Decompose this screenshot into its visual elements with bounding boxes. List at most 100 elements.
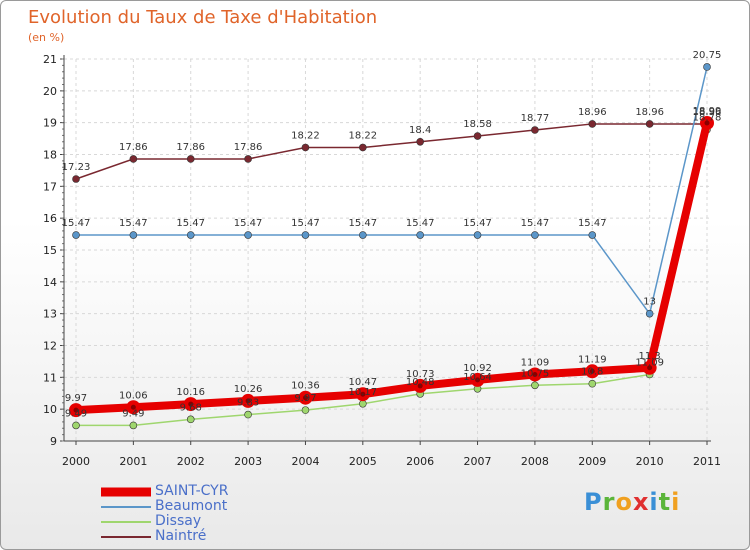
data-label-naintr-: 18.4 [409,125,431,136]
data-label-saint-cyr: 10.16 [176,387,205,398]
data-label-dissay: 10.75 [521,368,550,379]
x-tick-label: 2006 [406,455,434,468]
y-tick-label: 15 [43,244,57,257]
data-label-dissay: 10.48 [406,377,435,388]
data-label-beaumont: 15.47 [578,218,607,229]
logo-letter: t [658,488,672,516]
point-naintr- [531,126,539,134]
point-naintr- [416,137,424,146]
point-naintr- [186,155,195,163]
y-tick-label: 21 [43,53,57,66]
data-label-naintr-: 18.96 [693,107,722,118]
legend-item-naintre: Naintré [101,528,351,545]
data-label-beaumont: 15.47 [406,218,435,229]
data-label-dissay: 18.78 [693,113,722,124]
y-tick-label: 18 [43,149,57,162]
point-naintr- [359,143,367,152]
point-beaumont [531,231,539,239]
point-dissay [244,410,252,419]
point-beaumont [301,231,310,239]
data-label-naintr-: 17.86 [234,142,263,153]
unit-label: (en %) [28,31,65,44]
data-label-saint-cyr: 18.99 [693,106,722,117]
data-label-saint-cyr: 11.19 [578,354,607,365]
point-naintr- [645,120,654,128]
y-tick-label: 16 [43,212,57,225]
point-beaumont [588,231,597,239]
legend: SAINT-CYR Beaumont Dissay Naintré [101,483,351,545]
data-label-saint-cyr: 9.97 [65,393,87,404]
logo-letter: r [602,488,616,516]
data-label-dissay: 10.8 [581,367,603,378]
point-dissay [186,415,195,424]
x-tick-label: 2003 [234,455,262,468]
legend-swatch-beaumont [101,506,151,508]
data-label-dissay: 10.17 [348,387,377,398]
point-center-saint-cyr [302,395,308,401]
legend-item-dissay: Dissay [101,513,351,530]
data-label-naintr-: 17.86 [176,142,205,153]
series-layer [69,63,714,430]
y-tick-label: 13 [43,308,57,321]
data-label-naintr-: 17.86 [119,142,148,153]
data-label-dissay: 11.09 [635,357,664,368]
data-labels-layer: 17.23 17.86 17.86 17.86 18.22 18.22 18.4 18.58 1… [62,50,722,419]
point-center-saint-cyr [475,377,481,383]
point-dissay [129,421,138,430]
data-label-beaumont: 15.47 [521,218,550,229]
data-label-beaumont: 15.47 [62,218,91,229]
point-center-saint-cyr [245,398,251,404]
data-label-saint-cyr: 10.36 [291,381,320,392]
series-line-dissay [76,129,708,427]
legend-swatch-naintre [101,536,151,538]
data-label-beaumont: 15.47 [463,218,492,229]
point-beaumont [473,231,482,239]
point-naintr- [301,143,310,152]
point-beaumont [645,309,654,318]
y-tick-label: 14 [43,276,57,289]
logo-letter: P [584,488,603,516]
y-tick-label: 10 [43,403,57,416]
x-tick-label: 2008 [521,455,549,468]
x-tick-label: 2009 [578,455,606,468]
legend-item-beaumont: Beaumont [101,498,351,515]
chart-title: Evolution du Taux de Taxe d'Habitation [28,7,378,28]
data-label-dissay: 9.83 [237,398,259,409]
axes: 9 10 11 12 13 14 15 16 17 18 19 20 21 2000 2001 2002 200… [43,53,721,468]
series-line-saint-cyr [75,122,711,415]
y-tick-label: 12 [43,340,57,353]
data-label-beaumont: 15.47 [291,218,320,229]
x-tick-label: 2002 [177,455,205,468]
data-label-dissay: 9.49 [65,408,87,419]
data-label-saint-cyr: 10.92 [463,363,492,374]
y-tick-label: 20 [43,85,57,98]
data-label-naintr-: 18.96 [635,107,664,118]
point-center-saint-cyr [188,401,194,407]
x-tick-label: 2004 [291,455,319,468]
data-label-saint-cyr: 11.3 [639,351,661,362]
data-label-beaumont: 15.47 [234,218,263,229]
x-tick-label: 2005 [349,455,377,468]
point-center-saint-cyr [532,371,538,377]
legend-item-saint-cyr: SAINT-CYR [101,483,351,500]
point-naintr- [72,175,80,183]
data-label-naintr-: 17.23 [62,162,91,173]
data-label-saint-cyr: 10.06 [119,390,148,401]
data-label-naintr-: 18.22 [291,130,320,141]
point-center-saint-cyr [360,391,366,397]
data-label-naintr-: 18.77 [521,113,550,124]
point-center-saint-cyr [589,368,595,374]
data-label-dissay: 9.97 [294,393,316,404]
x-tick-label: 2007 [464,455,492,468]
point-dissay [359,399,367,408]
point-naintr- [244,155,252,163]
point-beaumont [72,231,80,239]
data-label-naintr-: 18.58 [463,119,492,130]
point-beaumont [359,231,367,239]
data-label-saint-cyr: 11.09 [521,357,550,368]
proxiti-logo: Proxiti [584,488,680,516]
y-tick-label: 11 [43,371,57,384]
x-tick-label: 2000 [62,455,90,468]
legend-label-dissay: Dissay [155,513,202,529]
